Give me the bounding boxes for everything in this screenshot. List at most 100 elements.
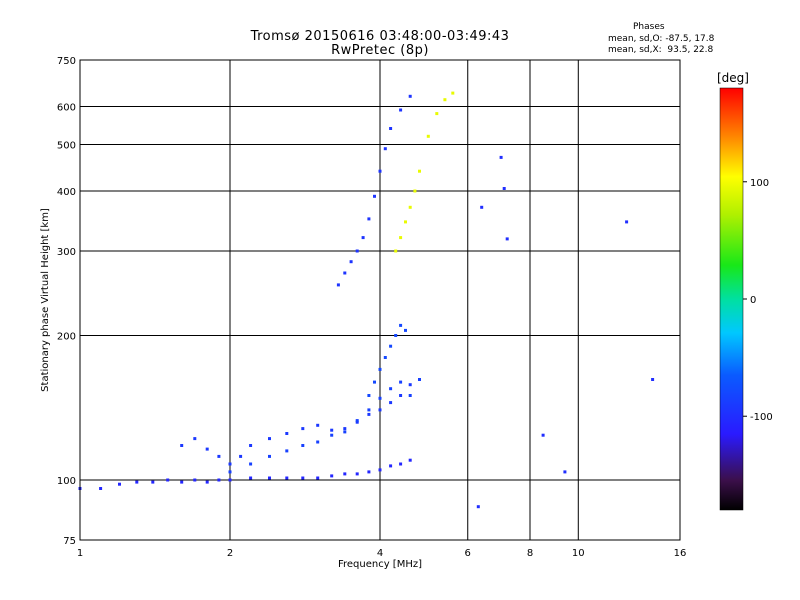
data-point xyxy=(389,344,393,348)
data-point xyxy=(336,283,340,287)
data-point xyxy=(249,462,253,466)
data-point xyxy=(180,480,184,484)
data-point xyxy=(480,205,484,209)
data-point xyxy=(408,394,412,397)
x-tick-label: 16 xyxy=(674,548,687,559)
data-point xyxy=(389,401,393,405)
data-point xyxy=(373,194,376,198)
data-point xyxy=(355,420,359,424)
data-point xyxy=(285,432,289,435)
data-point xyxy=(383,147,387,151)
y-tick-label: 750 xyxy=(57,56,76,67)
data-point xyxy=(228,462,232,466)
grid xyxy=(80,60,680,540)
data-point xyxy=(389,464,393,468)
data-point xyxy=(343,271,347,275)
data-point xyxy=(505,237,509,241)
y-tick-labels: 75 100 200 300 400 500 600 750 xyxy=(57,56,76,547)
data-point xyxy=(217,478,221,482)
data-point xyxy=(367,217,371,221)
data-point xyxy=(373,380,376,384)
data-point xyxy=(499,155,503,159)
data-point xyxy=(249,444,253,447)
data-point xyxy=(316,476,320,480)
data-point xyxy=(399,462,403,466)
data-point xyxy=(563,470,567,474)
x-axis-label: Frequency [MHz] xyxy=(338,559,422,570)
data-points xyxy=(78,91,655,509)
data-point xyxy=(502,187,506,190)
data-point xyxy=(205,480,209,484)
y-tick-label: 300 xyxy=(57,247,76,258)
data-point xyxy=(355,419,359,423)
data-point xyxy=(217,454,221,458)
data-point xyxy=(367,394,371,397)
data-point xyxy=(399,236,403,240)
data-point xyxy=(193,478,197,482)
data-point xyxy=(476,505,480,509)
data-point xyxy=(418,169,421,173)
data-point xyxy=(408,383,412,387)
data-point xyxy=(330,428,334,432)
data-point xyxy=(118,482,121,486)
data-point xyxy=(426,134,430,138)
data-point xyxy=(399,380,403,384)
phase-x-stats: mean, sd,X: 93.5, 22.8 xyxy=(608,45,714,55)
data-point xyxy=(316,440,320,444)
x-tick-labels: 1 2 4 6 8 10 16 xyxy=(77,548,687,559)
data-point xyxy=(408,458,412,462)
data-point xyxy=(389,387,393,391)
data-point xyxy=(343,427,347,431)
x-tick-label: 10 xyxy=(572,548,585,559)
data-point xyxy=(135,480,139,484)
data-point xyxy=(316,423,320,427)
data-point xyxy=(367,470,371,474)
colorbar-tick-label: -100 xyxy=(750,412,773,423)
data-point xyxy=(193,437,197,441)
data-point xyxy=(367,412,371,416)
data-point xyxy=(99,487,103,490)
data-point xyxy=(399,323,403,327)
data-point xyxy=(394,334,398,337)
x-tick-label: 8 xyxy=(527,548,533,559)
y-tick-label: 200 xyxy=(57,332,76,343)
data-point xyxy=(330,433,334,437)
data-point xyxy=(268,437,271,441)
phase-o-stats: mean, sd,O: -87.5, 17.8 xyxy=(608,34,715,44)
colorbar-ticks: 100 0 -100 xyxy=(743,178,773,423)
data-point xyxy=(349,260,353,264)
y-tick-label: 500 xyxy=(57,141,76,152)
data-point xyxy=(343,472,347,476)
chart-title-line1: Tromsø 20150616 03:48:00-03:49:43 xyxy=(250,29,510,44)
data-point xyxy=(343,430,347,434)
data-point xyxy=(418,378,421,381)
data-point xyxy=(541,433,545,437)
data-point xyxy=(228,470,232,474)
data-point xyxy=(443,98,447,102)
data-point xyxy=(151,480,155,484)
plot-frame xyxy=(79,59,681,541)
data-point xyxy=(166,478,170,482)
data-point xyxy=(378,367,382,371)
data-point xyxy=(435,112,439,116)
data-point xyxy=(378,408,382,412)
data-point xyxy=(285,449,289,453)
colorbar-label: [deg] xyxy=(717,71,749,85)
data-point xyxy=(404,328,407,332)
data-point xyxy=(361,236,365,240)
y-tick-label: 400 xyxy=(57,187,76,198)
data-point xyxy=(268,476,271,480)
colorbar-tick-label: 0 xyxy=(750,295,756,306)
data-point xyxy=(301,476,305,480)
data-point xyxy=(651,378,655,381)
data-point xyxy=(383,356,387,359)
data-point xyxy=(268,454,271,458)
x-tick-label: 2 xyxy=(227,548,233,559)
x-tick-label: 6 xyxy=(465,548,471,559)
data-point xyxy=(239,454,243,458)
data-point xyxy=(330,474,334,478)
y-tick-label: 100 xyxy=(57,476,76,487)
colorbar xyxy=(719,87,744,511)
chart-title-line2: RwPretec (8p) xyxy=(331,43,429,58)
data-point xyxy=(413,189,417,193)
